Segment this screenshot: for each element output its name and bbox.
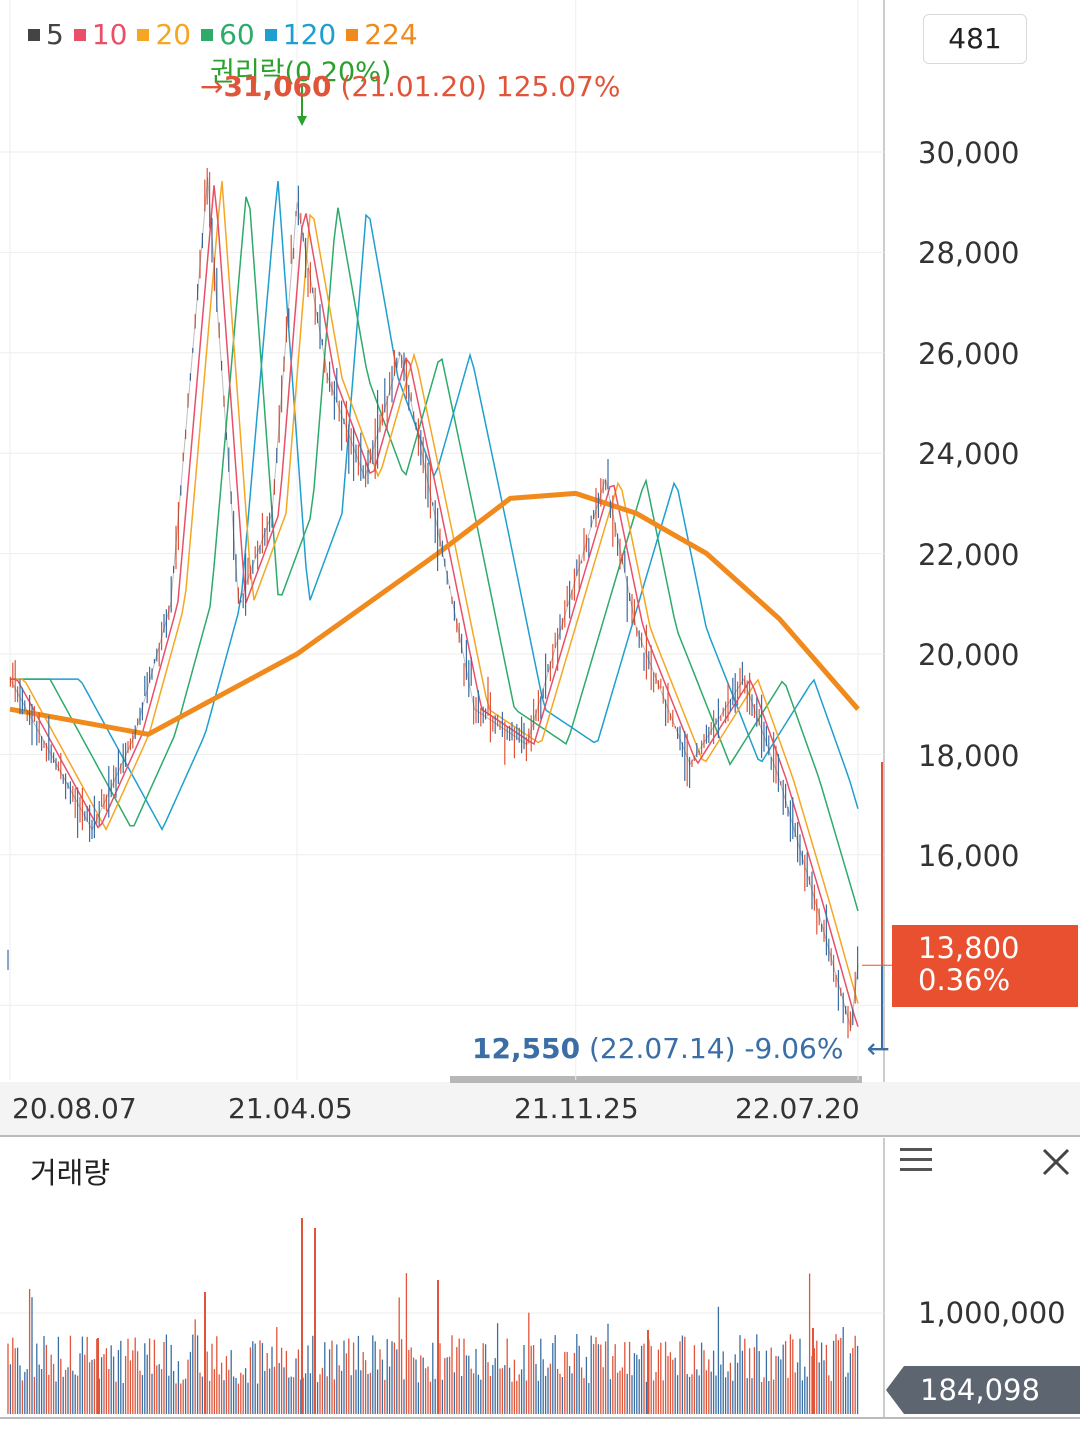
ma10-line xyxy=(10,185,859,1027)
legend-item[interactable]: 5 xyxy=(28,18,64,51)
volume-badge xyxy=(886,1366,1080,1414)
current-price: 13,800 xyxy=(918,931,1020,965)
volume-current: 184,098 xyxy=(920,1373,1040,1407)
legend-label: 224 xyxy=(364,18,418,51)
y-tick-label: 18,000 xyxy=(918,739,1020,773)
y-tick-label: 22,000 xyxy=(918,538,1020,572)
y-tick-label: 20,000 xyxy=(918,638,1020,672)
legend-swatch xyxy=(137,28,150,41)
current-price-badge: 13,800 0.36% xyxy=(892,925,1078,1007)
low-detail: (22.07.14) -9.06% xyxy=(588,1032,844,1065)
legend-swatch xyxy=(73,28,86,41)
ma224-line xyxy=(9,490,860,737)
ma5-line xyxy=(9,177,859,1029)
low-price: 12,550 xyxy=(472,1032,581,1065)
current-change: 0.36% xyxy=(918,963,1011,997)
y-tick-label: 30,000 xyxy=(918,136,1020,170)
x-tick-label: 21.11.25 xyxy=(514,1092,639,1125)
legend-label: 60 xyxy=(219,18,255,51)
high-detail: (21.01.20) 125.07% xyxy=(340,70,621,103)
menu-icon[interactable] xyxy=(900,1148,932,1176)
x-tick-label: 20.08.07 xyxy=(12,1092,137,1125)
y-tick-label: 26,000 xyxy=(918,337,1020,371)
legend-item[interactable]: 224 xyxy=(346,18,418,51)
x-tick-label: 22.07.20 xyxy=(735,1092,860,1125)
legend-label: 20 xyxy=(155,18,192,51)
low-arrow-icon: ← xyxy=(866,1032,890,1065)
low-annotation: 12,550 (22.07.14) -9.06% ← xyxy=(472,1032,890,1065)
x-tick-label: 21.04.05 xyxy=(228,1092,353,1125)
ma60-line xyxy=(10,196,859,912)
legend-swatch xyxy=(201,28,214,41)
legend-label: 5 xyxy=(46,18,64,51)
legend-swatch xyxy=(264,28,277,41)
bar-count-box[interactable]: 481 xyxy=(923,14,1027,64)
close-icon[interactable] xyxy=(1040,1146,1072,1178)
high-arrow-icon: → xyxy=(200,70,224,103)
y-tick-label: 28,000 xyxy=(918,236,1020,270)
rights-annotation: 권리락(0.20%) xyxy=(210,57,392,88)
scrollbar xyxy=(450,1076,862,1083)
legend-label: 120 xyxy=(282,18,337,51)
x-axis-band xyxy=(0,1082,1080,1136)
legend-swatch xyxy=(28,28,40,41)
ma-legend: 5 10 20 60 120 224 xyxy=(28,18,422,51)
ma20-line xyxy=(10,181,859,1004)
legend-label: 10 xyxy=(91,18,128,51)
legend-item[interactable]: 60 xyxy=(201,18,255,51)
high-annotation: →31,060 (21.01.20) 125.07% xyxy=(200,70,620,103)
y-tick-label: 24,000 xyxy=(918,437,1020,471)
y-tick-label: 16,000 xyxy=(918,839,1020,873)
legend-item[interactable]: 10 xyxy=(73,18,128,51)
volume-title: 거래량 xyxy=(30,1156,111,1190)
legend-item[interactable]: 20 xyxy=(137,18,191,51)
high-price: 31,060 xyxy=(223,70,332,103)
legend-item[interactable]: 120 xyxy=(264,18,337,51)
rights-arrowhead-icon xyxy=(297,116,307,126)
volume-y-tick: 1,000,000 xyxy=(918,1296,1066,1330)
legend-swatch xyxy=(346,28,359,41)
